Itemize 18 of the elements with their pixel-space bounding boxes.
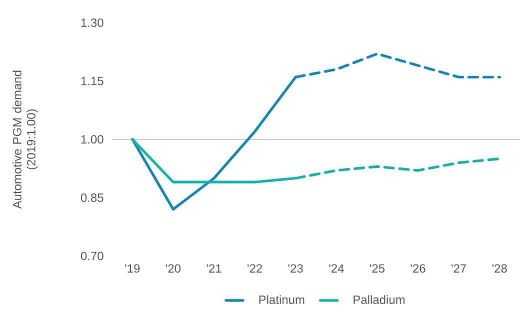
x-tick-label: '27 xyxy=(452,264,466,273)
x-tick-label: '28 xyxy=(492,264,507,273)
y-tick-label: 1.15 xyxy=(81,76,104,86)
y-tick-label: 1.00 xyxy=(81,135,104,144)
x-tick-label: '26 xyxy=(410,264,426,273)
y-tick-label: 0.70 xyxy=(80,252,104,260)
y-tick-label: 1.30 xyxy=(81,18,104,27)
y-tick-label: 0.85 xyxy=(80,193,104,202)
x-tick-label: '22 xyxy=(248,264,262,273)
x-tick-label: '24 xyxy=(329,264,344,273)
x-tick-label: '25 xyxy=(370,264,385,273)
x-tick-label: '21 xyxy=(206,264,222,273)
x-tick-label: '19 xyxy=(125,264,140,273)
x-tick-label: '20 xyxy=(166,264,181,273)
x-tick-label: '23 xyxy=(288,264,303,273)
legend-label: Palladium xyxy=(354,295,405,304)
y-axis-title: Automotive PGM demand (2019:1.00) xyxy=(12,70,38,209)
legend-label: Platinum xyxy=(259,295,304,304)
